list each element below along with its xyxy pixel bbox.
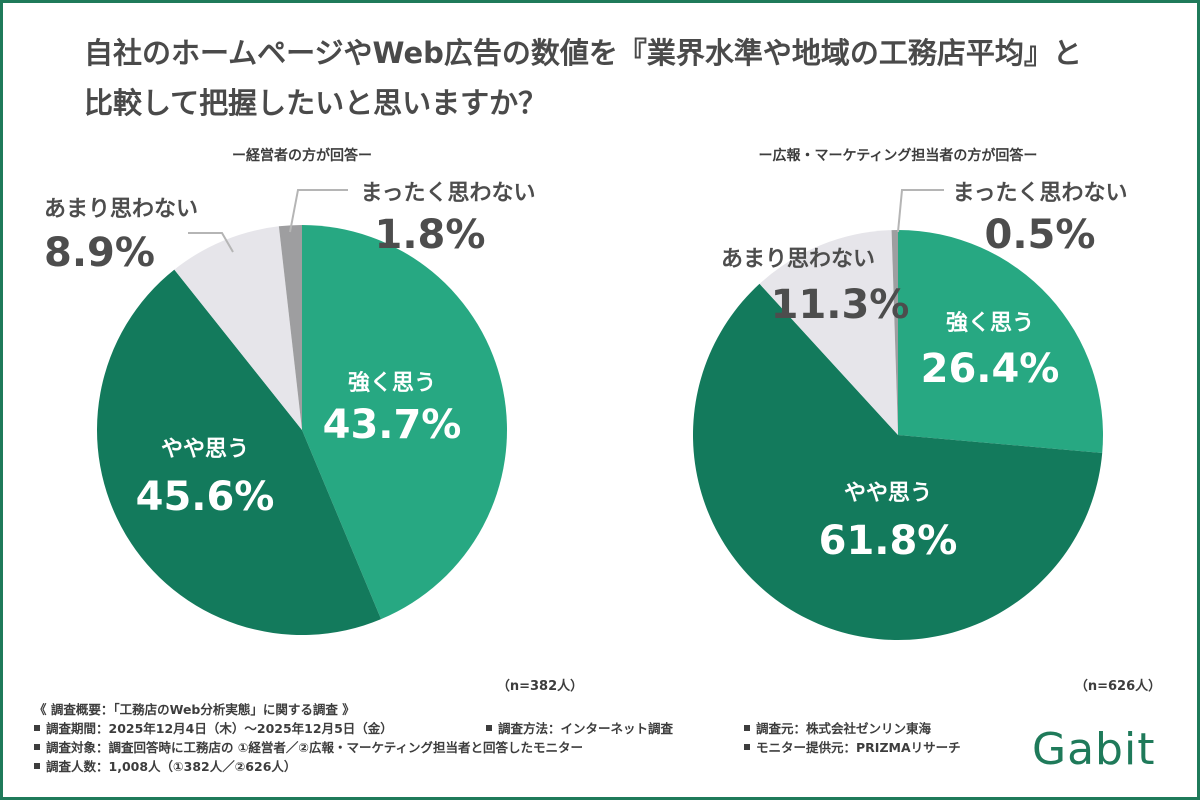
bullet-icon [34, 762, 40, 769]
leader-line-not-much [188, 232, 234, 253]
survey-overview: 《 調査概要：「工務店のWeb分析実態」に関する調査 》 調査期間：2025年1… [22, 700, 1022, 776]
footer-heading: 《 調査概要：「工務店のWeb分析実態」に関する調査 》 [34, 702, 355, 717]
figure-title: 自社のホームページやWeb広告の数値を『業界水準や地域の工務店平均』と 比較して… [84, 28, 1144, 128]
pie-charts: ー経営者の方が回答ー （n=382人） ー広報・マーケティング担当者の方が回答ー… [44, 147, 1161, 694]
slice-value-not-at-all-2: 0.5% [985, 212, 1096, 258]
pie-chart-marketing [692, 230, 1103, 641]
footer-row-1: 調査期間：2025年12月4日（木）〜2025年12月5日（金） 調査方法：イン… [22, 719, 1022, 738]
footer-period: 調査期間：2025年12月4日（木）〜2025年12月5日（金） [46, 721, 393, 736]
pie-slice-not-much [174, 226, 302, 430]
pie-slice-not-at-all [278, 225, 302, 430]
footer-method: 調査方法：インターネット調査 [498, 721, 674, 736]
footer-target: 調査対象：調査回答時に工務店の ①経営者／②広報・マーケティング担当者と回答した… [46, 740, 584, 755]
slice-value-not-at-all: 1.8% [375, 212, 486, 258]
footer-provider: モニター提供元：PRIZMAリサーチ [756, 740, 961, 755]
leader-line-not-at-all [289, 189, 348, 233]
gabit-logo: Gabit [1032, 724, 1156, 775]
bullet-icon [34, 724, 40, 731]
pie-title-marketing: ー広報・マーケティング担当者の方が回答ー [759, 147, 1038, 164]
slice-label-not-at-all-2: まったく思わない [952, 181, 1127, 206]
pie-slice-not-much-2 [759, 230, 898, 435]
slice-label-strong-2: 強く思う [946, 310, 1034, 336]
footer-heading-row: 《 調査概要：「工務店のWeb分析実態」に関する調査 》 [22, 700, 1022, 719]
n-label-executives: （n=382人） [497, 678, 583, 694]
slice-label-somewhat: やや思う [161, 437, 249, 462]
slice-value-strong-2: 26.4% [921, 346, 1060, 392]
slice-value-somewhat-2: 61.8% [819, 518, 958, 564]
title-line-2: 比較して把握したいと思いますか？ [84, 86, 548, 120]
bullet-icon [744, 724, 750, 731]
footer-organizer: 調査元：株式会社ゼンリン東海 [756, 721, 932, 736]
footer-count: 調査人数：1,008人（①382人／②626人） [46, 759, 297, 774]
slice-label-not-much: あまり思わない [44, 197, 198, 222]
footer-row-3: 調査人数：1,008人（①382人／②626人） [22, 757, 1022, 776]
slice-value-somewhat: 45.6% [136, 474, 275, 520]
pie-slice-not-at-all-2 [891, 230, 898, 435]
leader-line-not-at-all-2 [897, 189, 944, 233]
bullet-icon [744, 743, 750, 750]
slice-value-strong: 43.7% [323, 402, 462, 448]
footer-row-2: 調査対象：調査回答時に工務店の ①経営者／②広報・マーケティング担当者と回答した… [22, 738, 1022, 757]
bullet-icon [486, 724, 492, 731]
slice-value-not-much-2: 11.3% [771, 282, 910, 328]
pie-title-executives: ー経営者の方が回答ー [232, 147, 372, 164]
pie-slice-somewhat [97, 269, 382, 635]
slice-label-strong: 強く思う [348, 370, 436, 396]
slice-label-not-at-all: まったく思わない [360, 181, 535, 206]
pie-slice-somewhat-2 [692, 283, 1103, 641]
pie-chart-executives [97, 225, 507, 635]
n-label-marketing: （n=626人） [1075, 678, 1161, 694]
pie-slice-strong-2 [898, 230, 1103, 454]
slice-value-not-much: 8.9% [44, 230, 155, 276]
title-line-1: 自社のホームページやWeb広告の数値を『業界水準や地域の工務店平均』と [84, 36, 1082, 70]
slice-label-somewhat-2: やや思う [844, 481, 932, 506]
pie-slice-strong [302, 225, 507, 620]
slice-label-not-much-2: あまり思わない [721, 247, 875, 272]
bullet-icon [34, 743, 40, 750]
